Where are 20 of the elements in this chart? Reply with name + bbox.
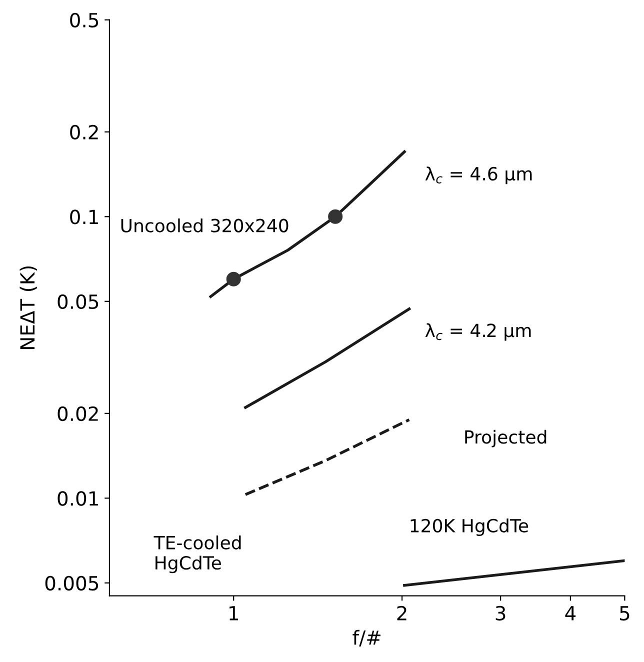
x-tick-label: 4 xyxy=(565,606,576,620)
annotation: 120K HgCdTe xyxy=(410,518,528,536)
annotation: λ$_{c}$ = 4.6 μm xyxy=(425,166,532,184)
x-axis-title: f/# xyxy=(352,630,380,646)
y-tick-label: 0.1 xyxy=(70,210,98,224)
y-tick-label: 0.01 xyxy=(58,491,98,506)
x-tick-label: 1 xyxy=(230,606,238,620)
y-axis-title: NEΔT (K) xyxy=(20,266,38,349)
annotation: TE-cooled HgCdTe xyxy=(154,535,241,574)
annotation: Uncooled 320x240 xyxy=(121,218,288,232)
x-tick-label: 2 xyxy=(397,606,406,620)
x-tick-label: 3 xyxy=(496,606,506,621)
annotation: Projected xyxy=(465,430,546,448)
y-tick-label: 0.05 xyxy=(58,294,98,310)
annotation: λ$_{c}$ = 4.2 μm xyxy=(425,323,531,341)
y-tick-label: 0.02 xyxy=(58,406,98,422)
y-tick-label: 0.5 xyxy=(70,12,98,28)
x-tick-label: 5 xyxy=(620,606,630,621)
y-tick-label: 0.2 xyxy=(70,124,98,140)
y-tick-label: 0.005 xyxy=(45,576,98,591)
